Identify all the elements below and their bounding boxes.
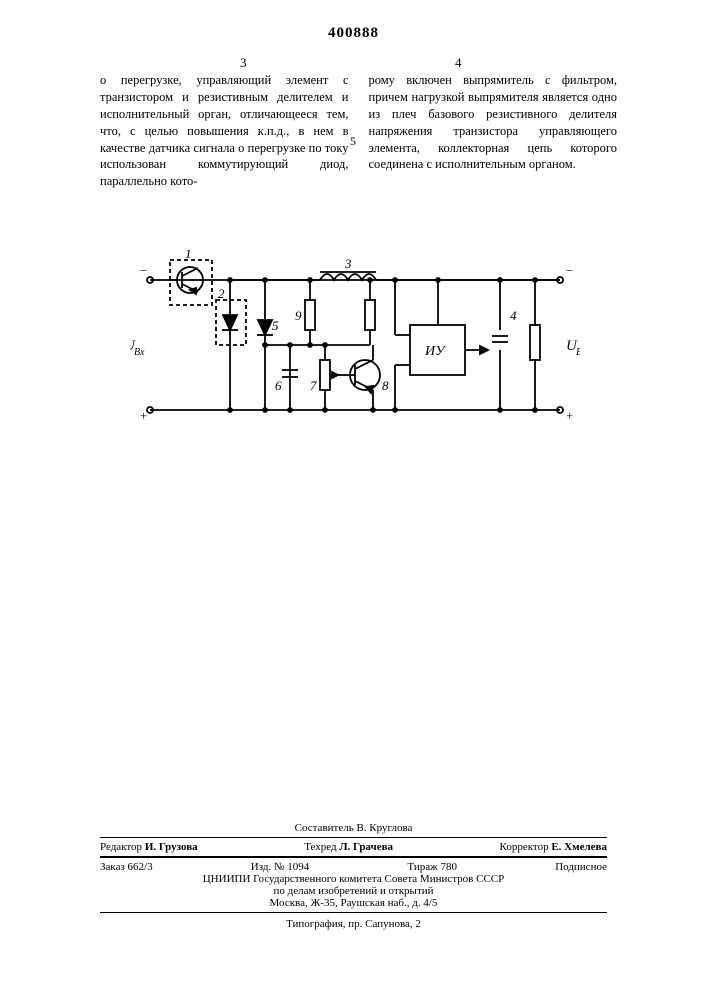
svg-text:+: +	[566, 408, 573, 423]
typography-line: Типография, пр. Сапунова, 2	[100, 912, 607, 935]
svg-text:−: −	[140, 263, 147, 278]
editor: Редактор И. Грузова	[100, 841, 198, 853]
svg-text:5: 5	[272, 318, 279, 333]
svg-text:−: −	[566, 263, 573, 278]
svg-text:Вых: Вых	[576, 347, 580, 358]
org-line-1: ЦНИИПИ Государственного комитета Совета …	[100, 873, 607, 885]
svg-text:6: 6	[275, 378, 282, 393]
footer: Составитель В. Круглова Редактор И. Груз…	[100, 819, 607, 935]
edition-number: Изд. № 1094	[251, 861, 309, 873]
page-number-right: 4	[455, 55, 462, 71]
svg-text:+: +	[140, 408, 147, 423]
techred: Техред Л. Грачева	[304, 841, 393, 853]
document-number: 400888	[0, 25, 707, 42]
corrector: Корректор Е. Хмелева	[500, 841, 607, 853]
compiler-line: Составитель В. Круглова	[100, 819, 607, 837]
credits-row: Редактор И. Грузова Техред Л. Грачева Ко…	[100, 837, 607, 857]
column-right: рому включен выпрямитель с фильтром, при…	[369, 72, 618, 190]
order-number: Заказ 662/3	[100, 861, 153, 873]
circuit-diagram: − + − + 1 2 3 4	[130, 250, 580, 440]
svg-text:4: 4	[510, 308, 517, 323]
address-line: Москва, Ж-35, Раушская наб., д. 4/5	[100, 897, 607, 909]
line-number-marker: 5	[350, 134, 356, 149]
svg-text:Вх: Вх	[134, 347, 145, 358]
svg-text:2: 2	[218, 286, 225, 301]
org-line-2: по делам изобретений и открытий	[100, 885, 607, 897]
publication-block: Заказ 662/3 Изд. № 1094 Тираж 780 Подпис…	[100, 857, 607, 912]
subscription: Подписное	[555, 861, 607, 873]
svg-text:8: 8	[382, 378, 389, 393]
page-number-left: 3	[240, 55, 247, 71]
circulation: Тираж 780	[407, 861, 457, 873]
column-left: о перегрузке, управляющий элемент с тран…	[100, 72, 349, 190]
svg-text:9: 9	[295, 308, 302, 323]
body-text: о перегрузке, управляющий элемент с тран…	[100, 72, 617, 190]
svg-text:7: 7	[310, 378, 317, 393]
svg-text:1: 1	[185, 250, 192, 261]
svg-text:ИУ: ИУ	[424, 344, 446, 359]
svg-text:3: 3	[344, 256, 352, 271]
